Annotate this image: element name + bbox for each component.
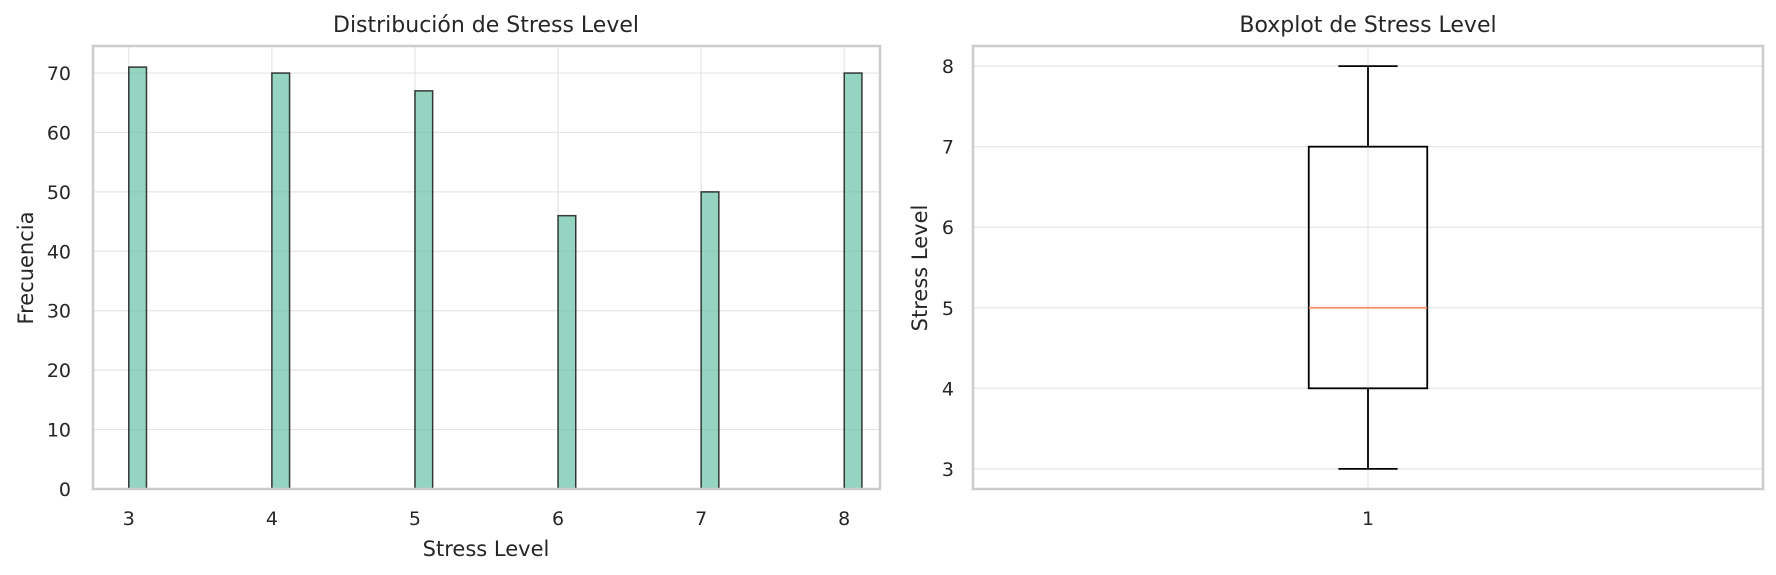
histogram-bar bbox=[128, 66, 148, 490]
histogram-bar bbox=[843, 72, 863, 490]
histogram-y-tick-label: 10 bbox=[47, 420, 71, 442]
histogram-x-tick-label: 8 bbox=[838, 508, 850, 530]
histogram-y-tick-label: 70 bbox=[47, 63, 71, 85]
histogram-x-tick-label: 5 bbox=[409, 508, 421, 530]
boxplot-x-ticks: 1 bbox=[1362, 508, 1374, 530]
boxplot-title: Boxplot de Stress Level bbox=[1239, 13, 1496, 38]
histogram-frame bbox=[91, 44, 882, 491]
boxplot-y-tick-label: 5 bbox=[942, 298, 954, 320]
histogram-y-tick-label: 60 bbox=[47, 122, 71, 144]
histogram-chart: Distribución de Stress Level 3 4 5 6 7 8 0 10 2… bbox=[14, 13, 882, 561]
histogram-x-tick-label: 3 bbox=[123, 508, 135, 530]
histogram-bar bbox=[414, 90, 434, 490]
boxplot-y-label: Stress Level bbox=[908, 205, 932, 332]
histogram-grid bbox=[93, 46, 880, 490]
histogram-y-tick-label: 20 bbox=[47, 360, 71, 382]
histogram-y-label: Frecuencia bbox=[14, 212, 38, 325]
histogram-y-tick-label: 0 bbox=[59, 479, 71, 501]
histogram-y-tick-label: 50 bbox=[47, 182, 71, 204]
histogram-x-tick-label: 4 bbox=[266, 508, 278, 530]
boxplot-y-tick-label: 3 bbox=[942, 459, 954, 481]
histogram-y-tick-label: 30 bbox=[47, 301, 71, 323]
boxplot-y-tick-label: 4 bbox=[942, 378, 954, 400]
boxplot-y-tick-label: 7 bbox=[942, 137, 954, 159]
histogram-x-tick-label: 7 bbox=[695, 508, 707, 530]
histogram-y-tick-label: 40 bbox=[47, 241, 71, 263]
histogram-x-tick-label: 6 bbox=[552, 508, 564, 530]
boxplot-box-group bbox=[1307, 65, 1429, 470]
boxplot-y-tick-label: 8 bbox=[942, 56, 954, 78]
boxplot-y-tick-label: 6 bbox=[942, 217, 954, 239]
boxplot-box bbox=[1307, 145, 1429, 390]
histogram-bar bbox=[271, 72, 291, 490]
histogram-bar bbox=[700, 191, 720, 490]
histogram-x-label: Stress Level bbox=[423, 537, 550, 561]
histogram-bars bbox=[128, 66, 863, 490]
boxplot-y-ticks: 3 4 5 6 7 8 bbox=[942, 56, 954, 481]
boxplot-frame bbox=[971, 44, 1765, 491]
histogram-x-ticks: 3 4 5 6 7 8 bbox=[123, 508, 851, 530]
boxplot-chart: Boxplot de Stress Level 1 3 4 5 6 7 8 Stress … bbox=[908, 13, 1765, 530]
boxplot-x-tick-label: 1 bbox=[1362, 508, 1374, 530]
histogram-y-ticks: 0 10 20 30 40 50 60 70 bbox=[47, 63, 71, 501]
histogram-title: Distribución de Stress Level bbox=[333, 13, 639, 38]
histogram-bar bbox=[557, 214, 577, 490]
